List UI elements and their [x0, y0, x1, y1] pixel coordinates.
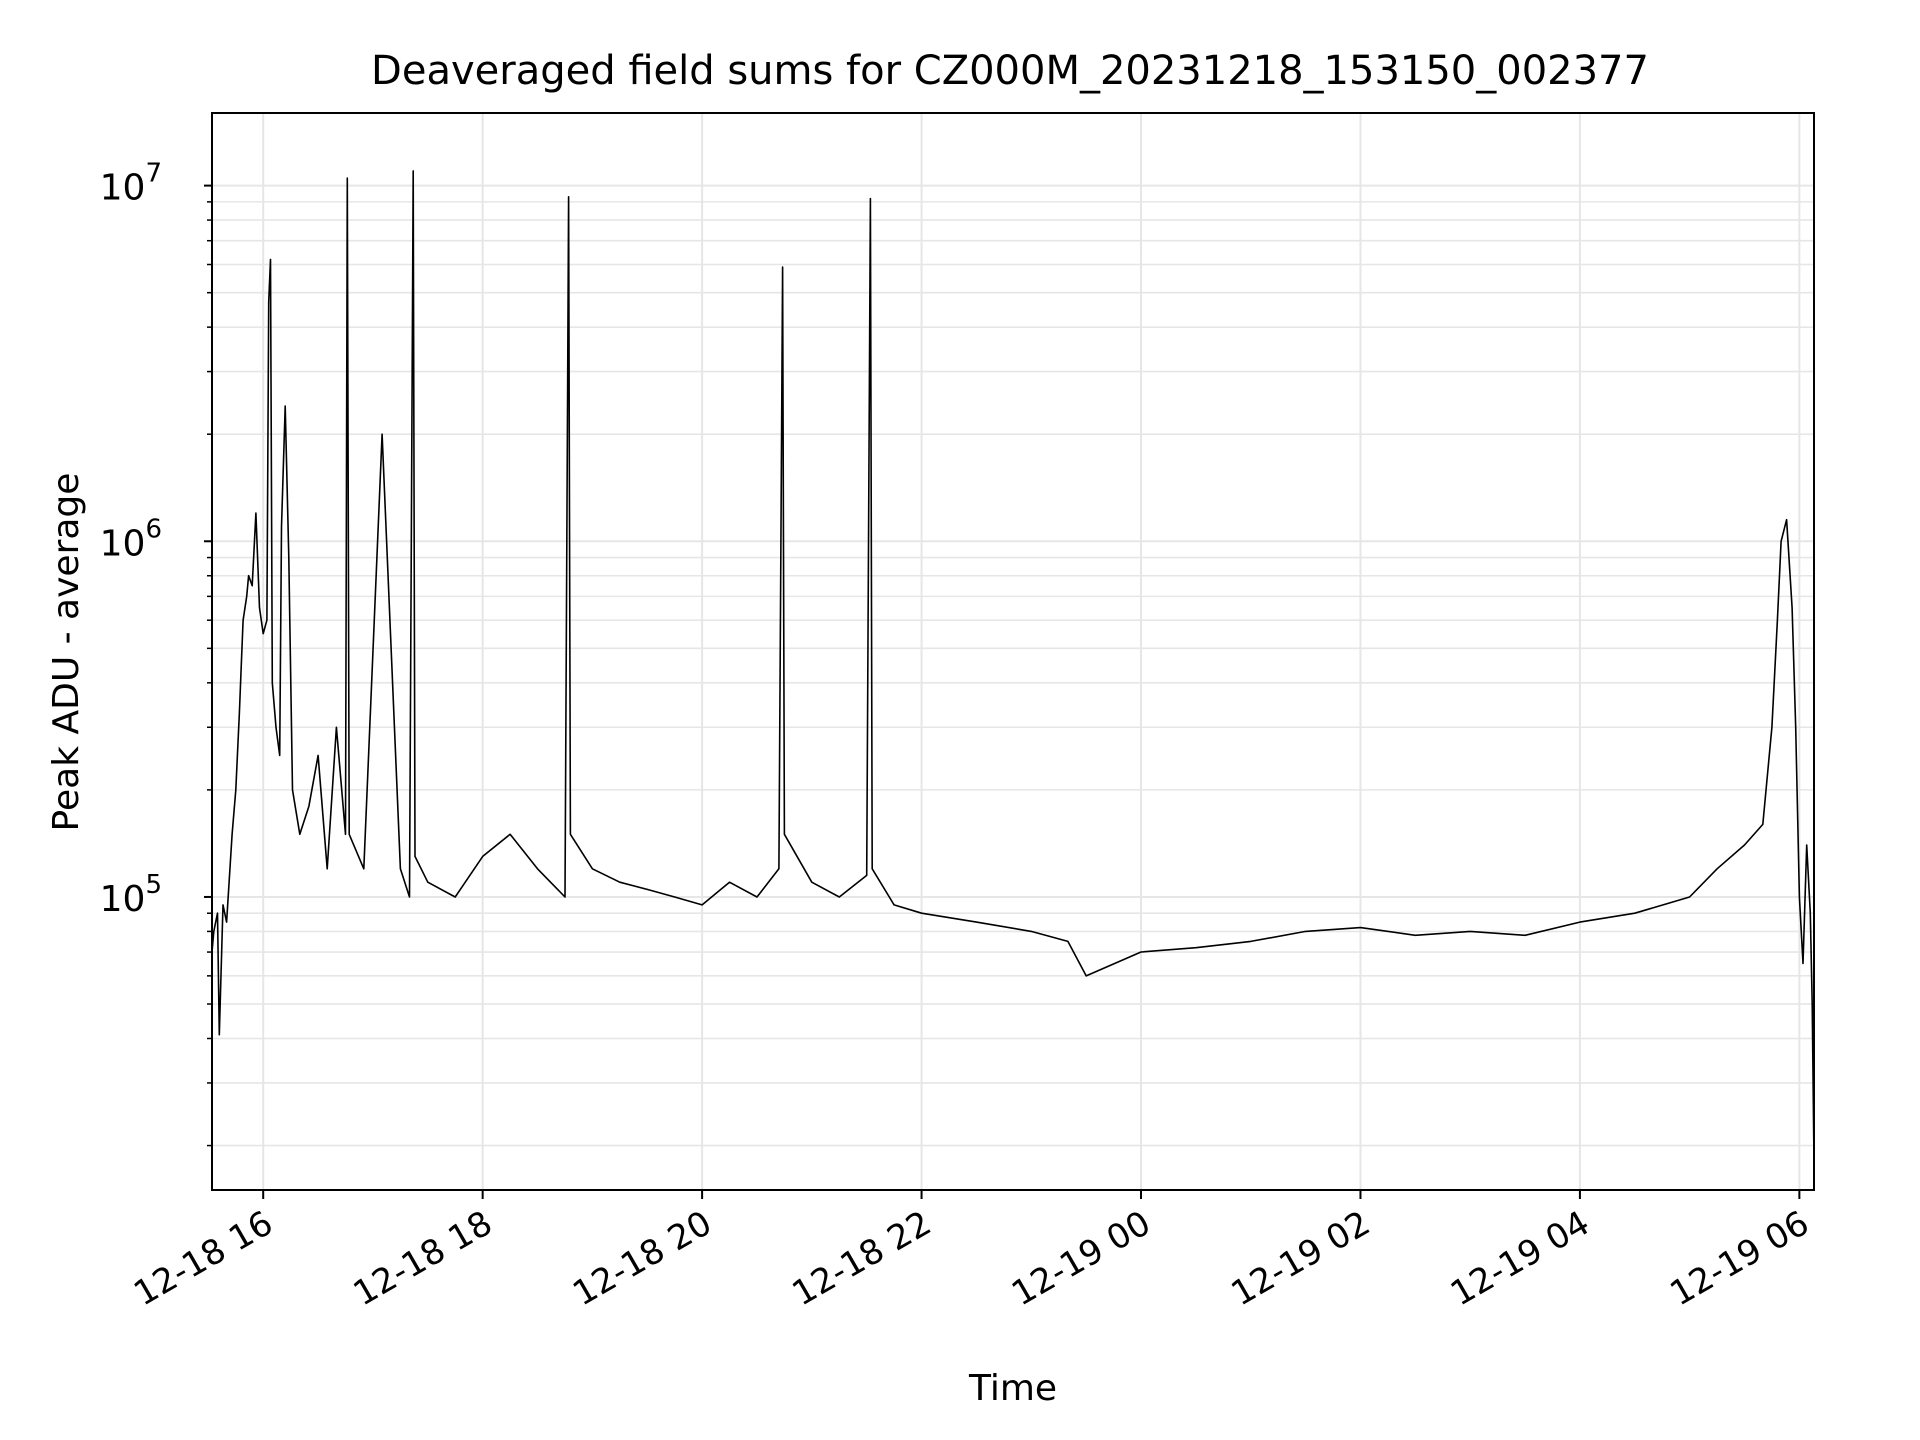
plot-frame	[211, 112, 1815, 1191]
y-tick-base: 10	[100, 879, 146, 920]
y-axis-label: Peak ADU - average	[46, 473, 87, 832]
x-axis-label: Time	[968, 1368, 1057, 1409]
series-layer	[211, 170, 1815, 1162]
x-tick-label: 12-18 20	[566, 1203, 718, 1314]
y-tick-exponent: 6	[145, 514, 162, 544]
chart-title: Deaveraged field sums for CZ000M_2023121…	[371, 48, 1649, 94]
x-tick-label: 12-19 00	[1005, 1203, 1157, 1314]
x-tick-label: 12-18 16	[127, 1203, 279, 1314]
x-axis: 12-18 16 12-18 18 12-18 20 12-18 22 12-19 00…	[127, 1190, 1816, 1314]
y-tick-exponent: 7	[145, 159, 162, 189]
y-tick-label: 107	[100, 159, 162, 209]
x-tick-label: 12-19 04	[1444, 1203, 1596, 1314]
series-line	[211, 170, 1815, 1162]
x-tick-label: 12-18 18	[347, 1203, 499, 1314]
x-tick-label: 12-18 22	[786, 1203, 938, 1314]
y-tick-exponent: 5	[145, 870, 162, 900]
x-tick-label: 12-19 06	[1663, 1203, 1815, 1314]
y-tick-base: 10	[100, 523, 146, 564]
grid	[212, 113, 1814, 1190]
x-tick-label: 12-19 02	[1225, 1203, 1377, 1314]
y-tick-base: 10	[100, 168, 146, 209]
y-tick-label: 106	[100, 514, 162, 564]
y-tick-label: 105	[100, 870, 162, 920]
